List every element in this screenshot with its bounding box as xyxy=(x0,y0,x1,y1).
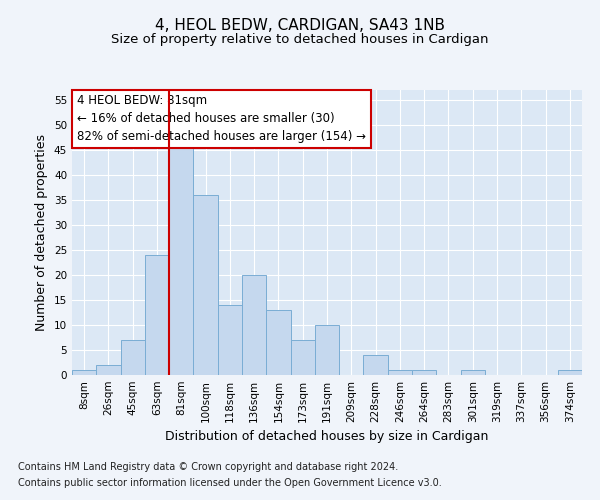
Bar xyxy=(218,305,242,375)
Bar xyxy=(193,195,218,375)
Bar xyxy=(412,370,436,375)
Bar xyxy=(364,355,388,375)
Bar xyxy=(145,255,169,375)
Bar xyxy=(72,370,96,375)
Text: Contains public sector information licensed under the Open Government Licence v3: Contains public sector information licen… xyxy=(18,478,442,488)
Bar xyxy=(266,310,290,375)
Text: Contains HM Land Registry data © Crown copyright and database right 2024.: Contains HM Land Registry data © Crown c… xyxy=(18,462,398,472)
Text: 4, HEOL BEDW, CARDIGAN, SA43 1NB: 4, HEOL BEDW, CARDIGAN, SA43 1NB xyxy=(155,18,445,32)
Bar xyxy=(290,340,315,375)
Bar xyxy=(388,370,412,375)
Bar xyxy=(461,370,485,375)
Bar xyxy=(315,325,339,375)
Bar xyxy=(558,370,582,375)
Bar xyxy=(96,365,121,375)
Y-axis label: Number of detached properties: Number of detached properties xyxy=(35,134,49,331)
Bar xyxy=(121,340,145,375)
X-axis label: Distribution of detached houses by size in Cardigan: Distribution of detached houses by size … xyxy=(166,430,488,444)
Bar xyxy=(242,275,266,375)
Text: 4 HEOL BEDW: 81sqm
← 16% of detached houses are smaller (30)
82% of semi-detache: 4 HEOL BEDW: 81sqm ← 16% of detached hou… xyxy=(77,94,366,144)
Text: Size of property relative to detached houses in Cardigan: Size of property relative to detached ho… xyxy=(111,32,489,46)
Bar xyxy=(169,145,193,375)
